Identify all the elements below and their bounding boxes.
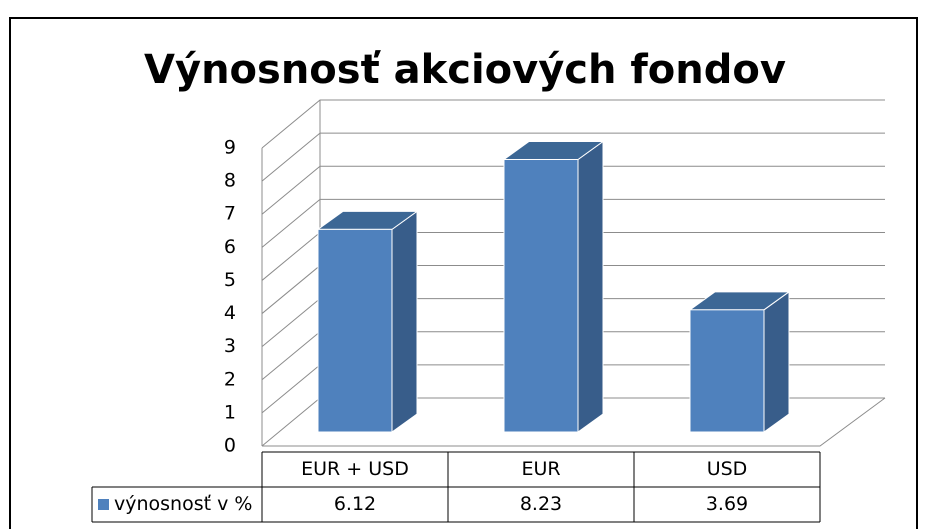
table-value: 6.12 xyxy=(334,493,376,515)
bar xyxy=(503,158,579,433)
y-tick-label: 9 xyxy=(224,137,236,159)
x-tick-label: EUR + USD xyxy=(301,458,409,480)
y-tick-label: 2 xyxy=(224,368,236,390)
y-tick-label: 5 xyxy=(224,269,236,291)
y-tick-label: 0 xyxy=(224,435,236,457)
chart-border xyxy=(9,17,918,529)
y-tick-label: 7 xyxy=(224,203,236,225)
table-value: 8.23 xyxy=(520,493,562,515)
table-value: 3.69 xyxy=(706,493,748,515)
chart-title: Výnosnosť akciových fondov xyxy=(144,47,786,93)
y-tick-label: 8 xyxy=(224,170,236,192)
bar xyxy=(317,228,393,433)
legend-label: výnosnosť v % xyxy=(114,493,252,515)
bar-side xyxy=(763,290,790,433)
x-tick-label: EUR xyxy=(521,458,560,480)
bar xyxy=(689,309,765,433)
y-tick-label: 4 xyxy=(224,302,236,324)
y-tick-label: 3 xyxy=(224,335,236,357)
bar-side xyxy=(391,210,418,433)
floor xyxy=(262,397,886,447)
legend-swatch xyxy=(98,499,109,510)
y-tick-label: 1 xyxy=(224,401,236,423)
x-tick-label: USD xyxy=(707,458,748,480)
bar-side xyxy=(577,140,604,433)
y-tick-label: 6 xyxy=(224,236,236,258)
